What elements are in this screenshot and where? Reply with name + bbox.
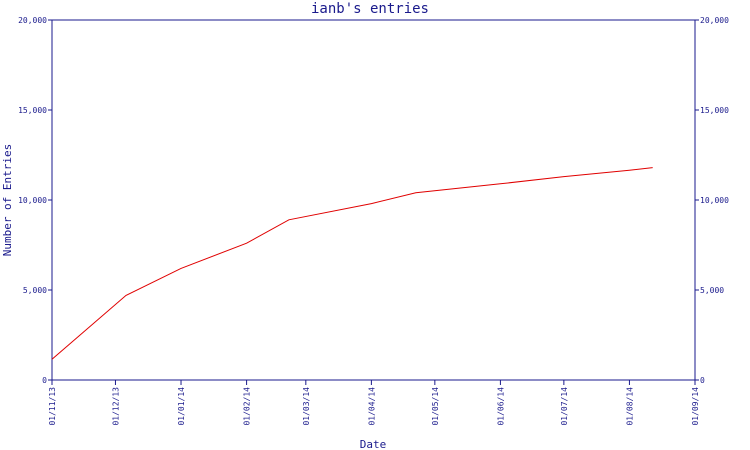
chart-title: ianb's entries bbox=[311, 1, 429, 17]
x-axis: 01/11/13 01/12/13 01/01/14 01/02/14 01/03/14… bbox=[48, 380, 700, 426]
x-tick-label: 01/02/14 bbox=[243, 387, 252, 426]
y-tick-label-right: 20,000 bbox=[700, 16, 729, 25]
y-axis-label: Number of Entries bbox=[1, 144, 14, 257]
plot-frame bbox=[51, 19, 696, 381]
y-tick-label-right: 15,000 bbox=[700, 106, 729, 115]
x-tick-label: 01/09/14 bbox=[691, 387, 700, 426]
y-tick-label-left: 20,000 bbox=[18, 16, 47, 25]
series-layer bbox=[51, 167, 653, 360]
y-tick-label-right: 5,000 bbox=[700, 286, 724, 295]
x-tick-label: 01/04/14 bbox=[367, 387, 376, 426]
x-tick-label: 01/05/14 bbox=[431, 387, 440, 426]
series-line bbox=[51, 167, 653, 360]
x-axis-label: Date bbox=[360, 438, 387, 450]
y-tick-label-left: 15,000 bbox=[18, 106, 47, 115]
y-tick-label-left: 0 bbox=[42, 376, 47, 385]
x-tick-label: 01/12/13 bbox=[111, 387, 120, 426]
y-tick-label-right: 0 bbox=[700, 376, 705, 385]
y-tick-label-right: 10,000 bbox=[700, 196, 729, 205]
y-tick-label-left: 10,000 bbox=[18, 196, 47, 205]
x-tick-label: 01/07/14 bbox=[560, 387, 569, 426]
x-tick-label: 01/08/14 bbox=[625, 387, 634, 426]
x-tick-label: 01/11/13 bbox=[48, 387, 57, 426]
x-tick-label: 01/06/14 bbox=[496, 387, 505, 426]
y-tick-label-left: 5,000 bbox=[23, 286, 47, 295]
x-tick-label: 01/03/14 bbox=[302, 387, 311, 426]
x-tick-label: 01/01/14 bbox=[177, 387, 186, 426]
y-axis: 0 0 5,000 5,000 10,000 10,000 15,000 15,000 20,0… bbox=[18, 16, 729, 385]
